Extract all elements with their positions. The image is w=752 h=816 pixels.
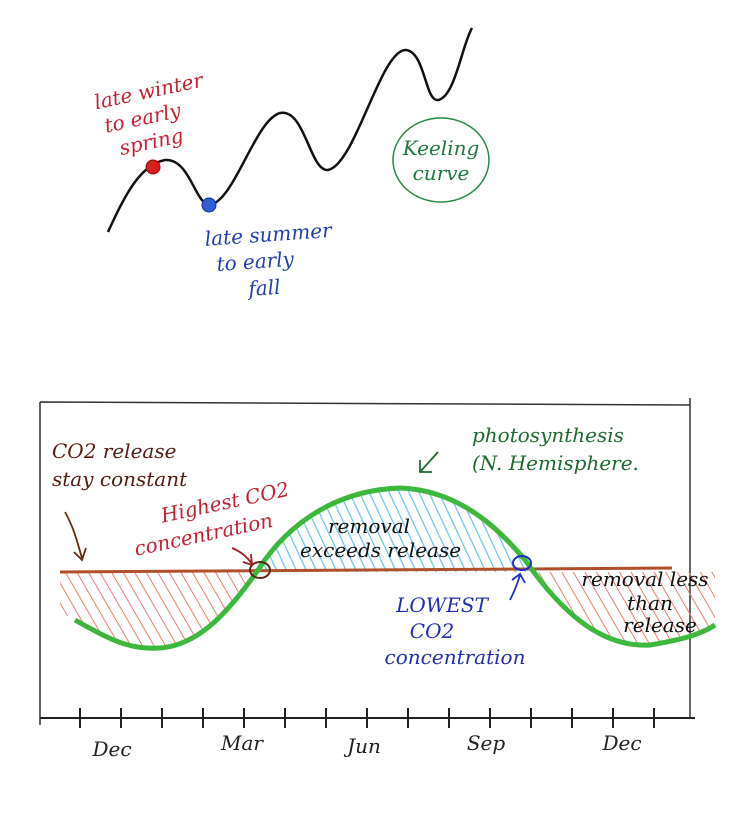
lowest-line: concentration: [385, 645, 526, 669]
release-excess-left: [60, 572, 258, 649]
photosynthesis-arrow: [419, 451, 439, 473]
axis-ticks: [79, 708, 655, 728]
month-labels: Dec Mar Jun Sep Dec: [91, 731, 641, 761]
less-line: release: [623, 613, 697, 637]
keeling-curve: [106, 27, 474, 233]
lowest-marker: [512, 555, 532, 571]
month-label: Dec: [601, 731, 641, 755]
highest-marker: [249, 561, 271, 579]
winter-label: late winter to early spring: [92, 68, 206, 161]
release-arrow: [64, 511, 87, 562]
summer-dot: [201, 197, 217, 213]
keeling-ellipse: [392, 117, 490, 203]
release-line: [59, 566, 673, 574]
lowest-arrow: [509, 572, 526, 601]
less-line: removal less: [581, 567, 708, 591]
lowest-label: LOWEST CO2 concentration: [385, 593, 526, 669]
frame: [39, 398, 691, 725]
winter-dot: [145, 159, 161, 175]
summer-line: late summer: [204, 218, 334, 251]
exceeds-line: exceeds release: [300, 538, 461, 562]
keeling-line: curve: [413, 161, 470, 185]
month-label: Jun: [343, 734, 381, 758]
keeling-line: Keeling: [402, 136, 480, 160]
summer-line: to early: [216, 247, 296, 276]
release-excess-right: [528, 572, 715, 646]
exceeds-line: removal: [328, 514, 410, 538]
summer-label: late summer to early fall: [204, 218, 334, 301]
lowest-line: LOWEST: [395, 593, 490, 617]
photosynthesis-line: photosynthesis: [472, 423, 624, 447]
photosynthesis-label: photosynthesis (N. Hemisphere.: [472, 423, 639, 475]
month-label: Dec: [91, 737, 131, 761]
release-label: CO2 release stay constant: [52, 439, 188, 491]
less-label: removal less than release: [581, 567, 708, 637]
less-line: than: [627, 591, 673, 615]
release-line-text: CO2 release: [52, 439, 176, 463]
exceeds-label: removal exceeds release: [300, 514, 461, 562]
release-line-text: stay constant: [52, 467, 188, 491]
photosynthesis-line: (N. Hemisphere.: [472, 451, 639, 475]
photosynthesis-curve: [73, 485, 717, 651]
summer-line: fall: [246, 275, 282, 301]
month-label: Mar: [220, 731, 264, 755]
lowest-line: CO2: [410, 619, 454, 643]
month-label: Sep: [467, 731, 506, 755]
highest-arrow: [231, 547, 254, 567]
keeling-label: Keeling curve: [402, 136, 480, 185]
